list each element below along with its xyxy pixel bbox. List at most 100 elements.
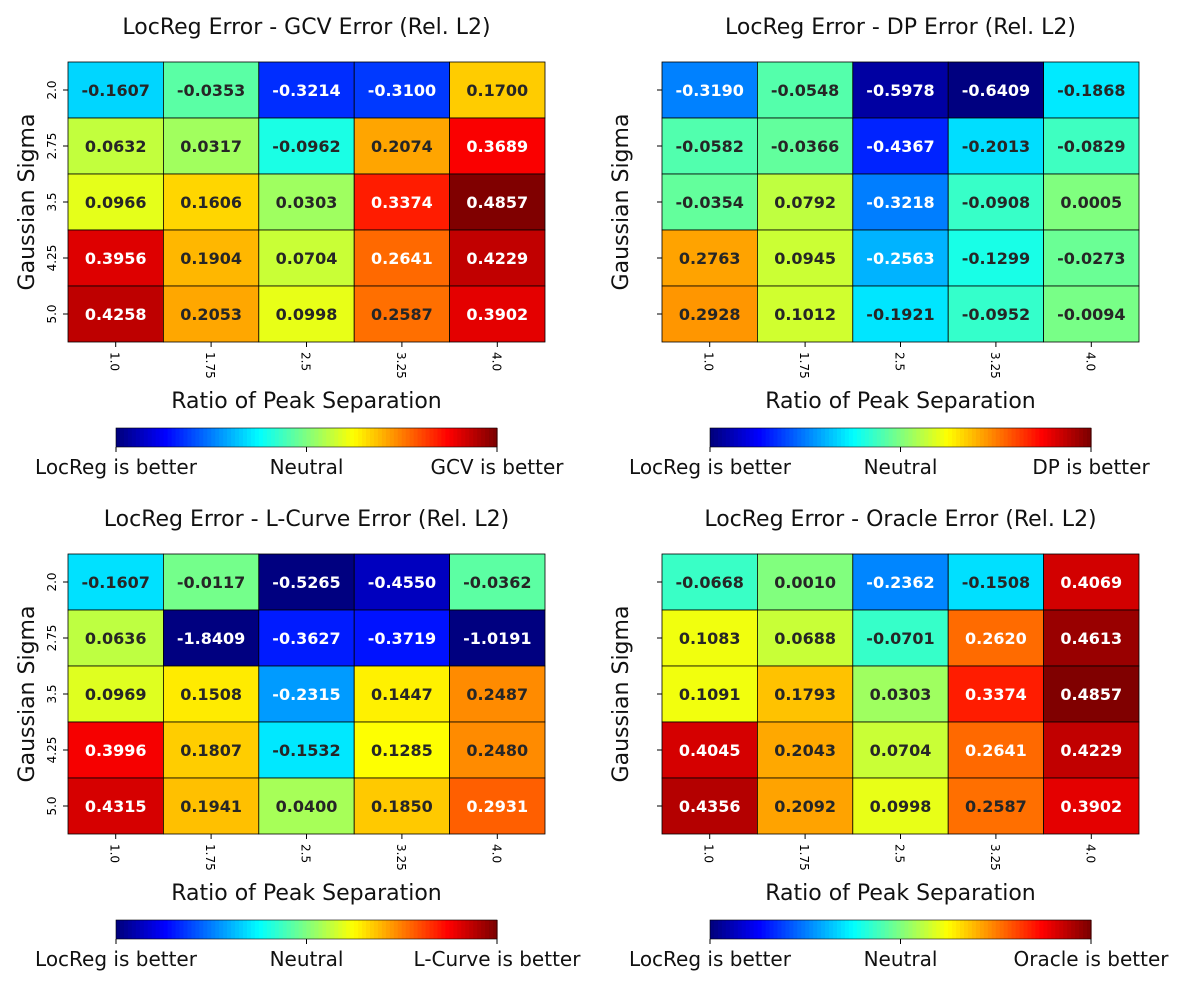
colorbar-segment [765, 920, 771, 939]
colorbar-segment [405, 920, 411, 939]
colorbar-segment [377, 428, 383, 447]
colorbar-segment [829, 920, 834, 939]
colorbar-segment [453, 428, 458, 447]
colorbar-segment [944, 920, 949, 939]
colorbar-segment [777, 920, 783, 939]
colorbar-segment [821, 428, 826, 447]
colorbar-segment [116, 428, 121, 447]
x-tick-label: 1.75 [203, 352, 217, 379]
colorbar-segment [1067, 428, 1072, 447]
x-tick-label: 4.0 [1083, 352, 1097, 371]
cell-value-label: -0.2013 [962, 137, 1030, 156]
colorbar-segment [979, 428, 985, 447]
colorbar-segment [362, 920, 367, 939]
colorbar-segment [1087, 428, 1092, 447]
colorbar-label: LocReg is better [629, 947, 792, 971]
colorbar-segment [421, 428, 427, 447]
heatmap-panel-3: LocReg Error - L-Curve Error (Rel. L2) -0… [15, 507, 581, 971]
heatmap-cell [757, 777, 854, 835]
cell-value-label: 0.1012 [774, 305, 836, 324]
colorbar-segment [381, 428, 387, 447]
colorbar-segment [389, 428, 395, 447]
colorbar-segment [916, 920, 921, 939]
colorbar-segment [805, 920, 810, 939]
colorbar-segment [761, 428, 767, 447]
heatmap-cell [162, 229, 260, 287]
colorbar-segment [346, 920, 351, 939]
cell-value-label: -0.0829 [1057, 137, 1125, 156]
colorbar-segment [753, 920, 759, 939]
colorbar-segment [773, 428, 779, 447]
colorbar-segment [924, 920, 929, 939]
chart-title: LocReg Error - GCV Error (Rel. L2) [122, 15, 490, 40]
y-tick-label: 2.0 [45, 572, 59, 591]
y-tick-label: 3.5 [45, 192, 59, 211]
colorbar-segment [270, 428, 276, 447]
colorbar-label: Neutral [270, 455, 344, 479]
colorbar-segment [880, 920, 886, 939]
colorbar-segment [453, 920, 458, 939]
cell-value-label: -0.0094 [1057, 305, 1125, 324]
colorbar-segment [773, 920, 779, 939]
colorbar-segment [278, 428, 284, 447]
colorbar-segment [1007, 920, 1013, 939]
colorbar-segment [433, 920, 439, 939]
colorbar-segment [761, 920, 767, 939]
cell-value-label: 0.4613 [1060, 629, 1122, 648]
heatmap-cell [852, 777, 949, 835]
cell-value-label: -0.5265 [272, 573, 340, 592]
cell-value-label: 0.0303 [870, 685, 932, 704]
cell-value-label: 0.4356 [679, 797, 741, 816]
cell-value-label: -0.0353 [177, 81, 245, 100]
cell-value-label: -0.3627 [272, 629, 340, 648]
colorbar-segment [733, 920, 739, 939]
colorbar-segment [825, 428, 830, 447]
heatmap-cell [449, 721, 546, 779]
heatmap-cell [353, 173, 451, 231]
colorbar-segment [334, 428, 339, 447]
colorbar-segment [290, 428, 296, 447]
heatmap-cell [852, 285, 949, 343]
cell-value-label: -0.0582 [676, 137, 744, 156]
heatmap-cell [67, 777, 164, 835]
colorbar-segment [481, 428, 486, 447]
colorbar-segment [389, 920, 395, 939]
colorbar-segment [809, 428, 814, 447]
x-tick-label: 1.75 [797, 352, 811, 379]
colorbar-segment [1059, 920, 1064, 939]
colorbar-segment [864, 428, 870, 447]
colorbar-segment [765, 428, 771, 447]
colorbar-segment [777, 428, 783, 447]
y-tick-label: 3.5 [45, 684, 59, 703]
colorbar-segment [964, 920, 969, 939]
heatmap-cell [852, 229, 949, 287]
heatmap-panel-2: LocReg Error - DP Error (Rel. L2) -0.3190… [609, 15, 1150, 479]
colorbar-segment [373, 428, 379, 447]
colorbar-segment [813, 920, 818, 939]
cell-value-label: -0.2315 [272, 685, 340, 704]
colorbar-segment [932, 428, 937, 447]
heatmap-panel-1: LocReg Error - GCV Error (Rel. L2) -0.160… [15, 15, 564, 479]
colorbar-segment [840, 920, 846, 939]
colorbar-segment [1031, 920, 1037, 939]
colorbar-segment [366, 428, 371, 447]
colorbar-segment [298, 428, 304, 447]
colorbar-segment [1079, 920, 1084, 939]
cell-value-label: 0.2641 [965, 741, 1027, 760]
heatmap-cell [449, 117, 546, 175]
cell-value-label: 0.1447 [371, 685, 433, 704]
heatmap-cell [258, 229, 355, 287]
x-tick-label: 1.75 [203, 844, 217, 871]
colorbar-segment [199, 428, 204, 447]
x-axis-label: Ratio of Peak Separation [765, 389, 1036, 414]
colorbar-segment [725, 428, 731, 447]
cell-value-label: 0.2587 [371, 305, 433, 324]
colorbar-segment [219, 920, 224, 939]
cell-value-label: -0.0362 [463, 573, 531, 592]
cell-value-label: 0.2587 [965, 797, 1027, 816]
heatmap-cell [852, 173, 949, 231]
colorbar-segment [848, 920, 854, 939]
colorbar-segment [1051, 920, 1056, 939]
colorbar-segment [298, 920, 304, 939]
colorbar-segment [844, 428, 850, 447]
